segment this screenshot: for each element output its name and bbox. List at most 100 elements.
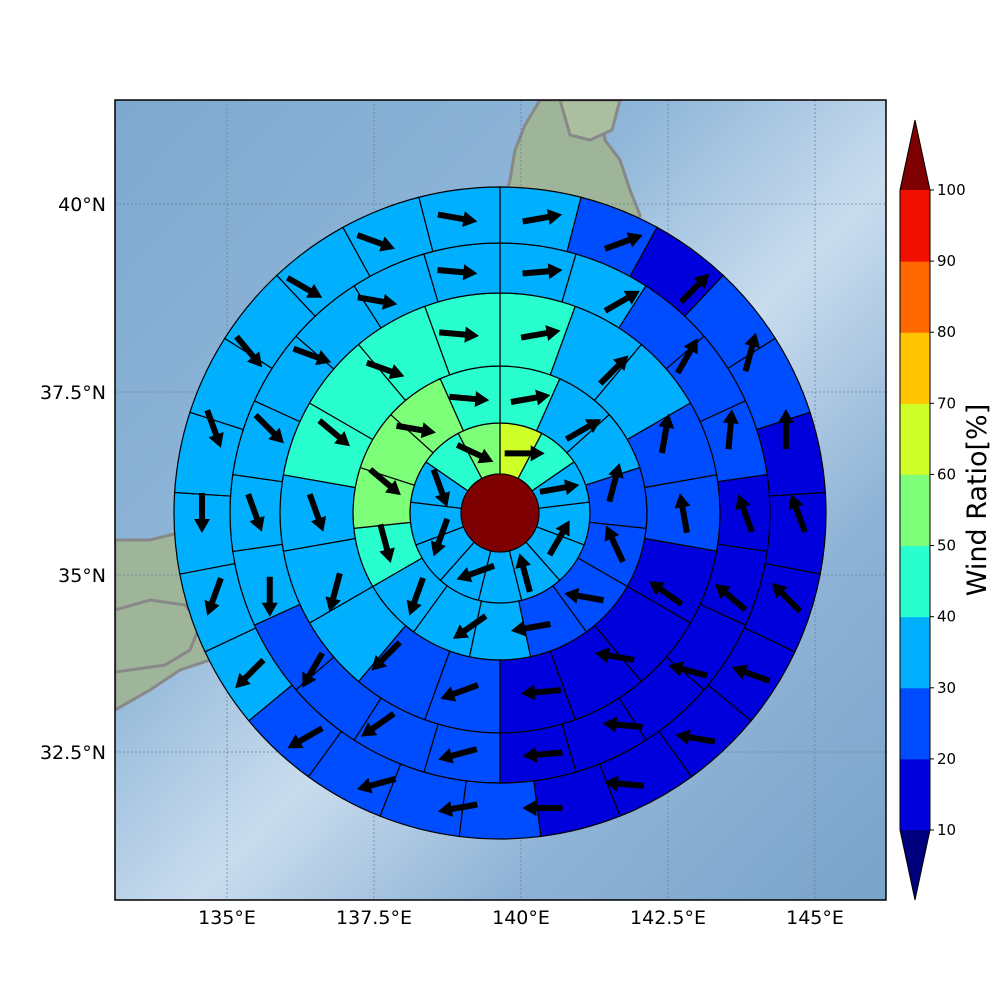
wind-arrow [742, 332, 760, 372]
wind-arrow [430, 468, 450, 508]
wind-arrow [292, 345, 332, 366]
wind-arrow [317, 418, 350, 447]
wind-arrow [510, 389, 551, 406]
lat-tick-label: 40°N [58, 194, 106, 216]
colorbar-tick-label: 20 [937, 750, 956, 768]
wind-arrow [504, 445, 545, 462]
lon-tick-label: 135°E [198, 907, 256, 929]
wind-arrow [371, 640, 402, 671]
wind-arrow [522, 263, 563, 280]
map-frame [114, 99, 887, 901]
wind-arrow [598, 355, 629, 386]
wind-arrow [675, 338, 698, 375]
wind-arrow [546, 520, 570, 557]
wind-arrow [606, 463, 624, 503]
colorbar-extend-top [900, 120, 930, 190]
colorbar-segment [900, 332, 930, 404]
wind-arrow [204, 577, 224, 616]
colorbar-segment [900, 687, 930, 760]
colorbar-title: Wind Ratio[%] [962, 404, 993, 596]
wind-arrow [788, 494, 808, 533]
wind-arrow [261, 576, 278, 617]
wind-arrow [357, 293, 398, 310]
wind-arrow [603, 290, 640, 314]
colorbar-tick-label: 60 [937, 465, 956, 483]
wind-arrow [356, 232, 396, 252]
wind-arrow [658, 413, 675, 454]
colorbar-segment [900, 758, 930, 831]
wind-arrow [603, 232, 643, 252]
colorbar-tick-label: 30 [937, 679, 956, 697]
wind-arrow [539, 479, 580, 496]
wind-arrow [438, 326, 480, 343]
wind-arrow [377, 523, 395, 563]
wind-arrow [325, 572, 343, 612]
land-north-tip [558, 100, 622, 142]
colorbar-tick-label: 80 [937, 323, 956, 341]
lat-tick-label: 37.5°N [40, 382, 106, 404]
wind-arrow [234, 334, 263, 368]
wind-arrow [722, 409, 739, 450]
wind-arrow [603, 775, 644, 792]
wind-arrow [306, 493, 327, 532]
wind-arrow [771, 582, 803, 614]
colorbar-tick-label: 90 [937, 252, 956, 270]
wind-arrow [440, 682, 479, 702]
wind-arrow [437, 211, 478, 227]
wind-arrow [675, 729, 716, 746]
colorbar-segment [900, 616, 930, 689]
lon-tick-label: 142.5°E [630, 907, 706, 929]
wind-arrow [437, 801, 478, 817]
wind-arrow [452, 613, 488, 639]
lon-axis: 135°E 137.5°E 140°E 142.5°E 145°E [198, 907, 844, 929]
wind-arrow [235, 657, 266, 689]
wind-arrow [520, 325, 561, 341]
colorbar-tick-label: 100 [937, 181, 966, 199]
colorbar-tick-label: 50 [937, 537, 956, 555]
wind-arrow [356, 775, 397, 794]
colorbar-tick-label: 70 [937, 394, 956, 412]
wind-arrow [368, 467, 401, 496]
wind-arrow [204, 409, 224, 448]
lon-tick-label: 145°E [786, 907, 844, 929]
wind-arrow [438, 746, 478, 764]
wind-arrow [674, 493, 691, 534]
wind-arrow [714, 583, 748, 612]
wind-arrow [564, 587, 605, 604]
map-area [115, 100, 886, 900]
center-disc [460, 473, 540, 553]
wind-arrow [520, 684, 562, 701]
wind-arrow [449, 391, 490, 408]
wind-arrow [648, 581, 684, 607]
colorbar-segment [900, 261, 930, 333]
wind-arrow [515, 553, 533, 593]
wind-arrow [522, 209, 563, 225]
wind-arrow [678, 273, 710, 305]
colorbar-segment [900, 190, 930, 262]
lat-tick-label: 35°N [58, 565, 106, 587]
wind-arrow [245, 493, 265, 532]
wind-arrow [594, 647, 635, 664]
wind-arrow [287, 725, 324, 749]
wind-arrow [602, 716, 643, 733]
colorbar-segment [900, 403, 930, 475]
wind-arrow [564, 419, 602, 442]
wind-arrow [604, 525, 626, 564]
wind-arrow [456, 562, 496, 583]
wind-arrow [253, 412, 284, 444]
colorbar-extend-bottom [900, 830, 930, 900]
lat-axis: 40°N 37.5°N 35°N 32.5°N [40, 194, 106, 764]
colorbar-segment [900, 474, 930, 547]
wind-arrow [406, 576, 426, 616]
lon-tick-label: 137.5°E [336, 907, 412, 929]
wind-arrow [430, 517, 451, 557]
wind-arrow [361, 711, 396, 737]
colorbar-tick-label: 40 [937, 608, 956, 626]
wind-arrow [286, 275, 323, 298]
colorbar-tick-label: 10 [937, 821, 956, 839]
wind-arrow [365, 359, 405, 380]
wind-arrow [777, 409, 794, 450]
wind-arrow [522, 746, 563, 763]
wind-arrow [735, 494, 755, 533]
